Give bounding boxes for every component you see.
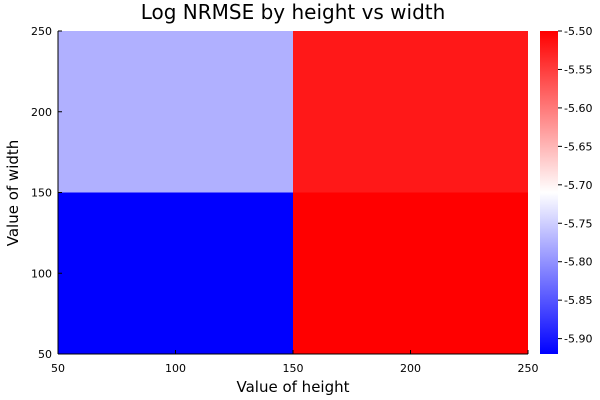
x-tick-label: 150: [283, 362, 304, 375]
x-axis-ticks: 50 100 150 200 250: [51, 350, 539, 375]
colorbar-tick-label: -5.70: [564, 179, 592, 192]
y-tick-label: 250: [31, 25, 52, 38]
colorbar-ticks: -5.50 -5.55 -5.60 -5.65 -5.70 -5.75 -5.80 -5.85…: [558, 25, 592, 346]
x-tick-label: 50: [51, 362, 65, 375]
y-tick-label: 150: [31, 187, 52, 200]
y-tick-label: 50: [38, 348, 52, 361]
colorbar-tick-label: -5.50: [564, 25, 592, 38]
colorbar: [540, 31, 558, 354]
x-tick-label: 200: [400, 362, 421, 375]
y-axis-ticks: 50 100 150 200 250: [31, 25, 62, 361]
y-tick-label: 100: [31, 267, 52, 280]
colorbar-tick-label: -5.90: [564, 333, 592, 346]
heatmap-cell: [293, 192, 528, 354]
y-axis-label: Value of width: [4, 140, 22, 247]
heatmap-cell: [293, 31, 528, 193]
colorbar-tick-label: -5.80: [564, 256, 592, 269]
colorbar-tick-label: -5.65: [564, 140, 592, 153]
chart-title: Log NRMSE by height vs width: [141, 0, 446, 24]
heatmap-cell: [58, 31, 293, 193]
x-tick-label: 250: [518, 362, 539, 375]
colorbar-tick-label: -5.60: [564, 102, 592, 115]
y-tick-label: 200: [31, 106, 52, 119]
colorbar-tick-label: -5.55: [564, 63, 592, 76]
colorbar-tick-label: -5.85: [564, 294, 592, 307]
colorbar-tick-label: -5.75: [564, 217, 592, 230]
heatmap-cell: [58, 192, 293, 354]
x-tick-label: 100: [165, 362, 186, 375]
heatmap-cells: [58, 31, 528, 354]
x-axis-label: Value of height: [237, 378, 350, 396]
